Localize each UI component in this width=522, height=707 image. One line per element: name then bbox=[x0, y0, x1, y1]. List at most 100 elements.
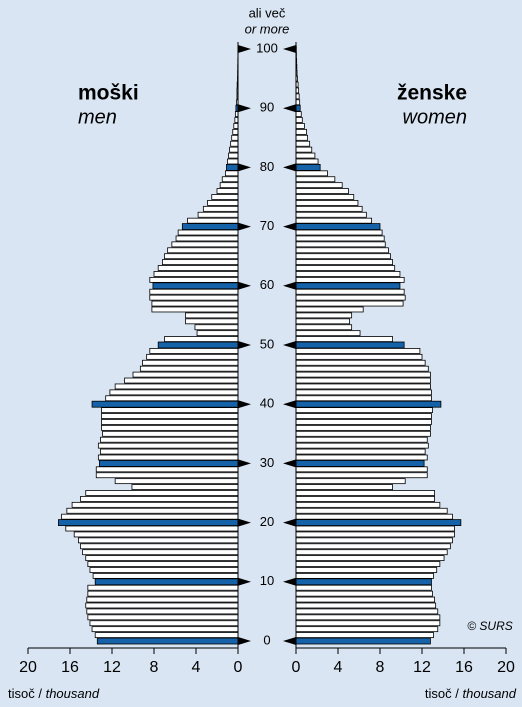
bar bbox=[175, 235, 239, 242]
bar bbox=[139, 365, 239, 372]
bar bbox=[197, 211, 239, 218]
bar bbox=[295, 632, 434, 638]
bar bbox=[295, 459, 425, 467]
bar bbox=[295, 288, 405, 295]
bar bbox=[295, 496, 436, 502]
bar bbox=[295, 407, 433, 414]
bar bbox=[295, 341, 405, 349]
bar bbox=[295, 336, 393, 342]
age-label: 10 bbox=[260, 573, 274, 588]
bar bbox=[87, 614, 239, 621]
bar bbox=[149, 288, 239, 295]
bar bbox=[194, 324, 239, 331]
bar bbox=[295, 525, 455, 532]
x-tick-label: 20 bbox=[19, 659, 37, 676]
x-label-part: thousand bbox=[463, 686, 517, 701]
bar bbox=[295, 241, 386, 248]
bar bbox=[295, 513, 453, 520]
left-title: moški bbox=[78, 82, 139, 105]
bar bbox=[82, 549, 239, 556]
bar bbox=[207, 200, 239, 206]
bar bbox=[100, 436, 239, 443]
bar bbox=[196, 330, 239, 337]
age-tick bbox=[238, 577, 251, 586]
age-label: 40 bbox=[260, 396, 274, 411]
bar bbox=[229, 146, 239, 153]
bar bbox=[80, 496, 239, 502]
bar bbox=[295, 276, 405, 283]
bar bbox=[295, 572, 434, 579]
right-title: women bbox=[403, 106, 467, 128]
bar bbox=[101, 413, 239, 419]
bar bbox=[216, 188, 239, 194]
bar bbox=[85, 555, 239, 562]
top-label: or more bbox=[245, 21, 290, 36]
bar bbox=[89, 567, 239, 573]
left-title: men bbox=[78, 106, 117, 128]
bar bbox=[295, 365, 429, 372]
bar bbox=[295, 377, 431, 384]
age-tick bbox=[283, 163, 296, 172]
bar bbox=[152, 282, 239, 290]
bar bbox=[87, 584, 239, 591]
bar bbox=[295, 549, 448, 556]
bar bbox=[295, 507, 448, 514]
age-label: 50 bbox=[260, 336, 274, 351]
bar bbox=[295, 182, 343, 189]
age-tick bbox=[283, 281, 296, 290]
bar bbox=[89, 620, 239, 627]
bar bbox=[94, 632, 239, 638]
bar bbox=[295, 448, 426, 455]
bar bbox=[295, 330, 361, 337]
bar bbox=[230, 140, 239, 147]
bar bbox=[295, 282, 401, 290]
x-tick-label: 12 bbox=[413, 659, 431, 676]
bar bbox=[146, 353, 239, 360]
bar bbox=[295, 247, 389, 254]
bar bbox=[61, 513, 239, 520]
bar bbox=[295, 353, 423, 360]
bar bbox=[295, 436, 428, 443]
bar bbox=[295, 590, 433, 597]
bar bbox=[295, 472, 428, 479]
bar bbox=[295, 359, 426, 366]
bar bbox=[87, 561, 239, 567]
bar bbox=[295, 229, 383, 236]
bar bbox=[101, 424, 239, 431]
bar bbox=[226, 163, 239, 171]
age-label: 100 bbox=[256, 40, 278, 55]
bar bbox=[131, 484, 239, 490]
bar bbox=[100, 448, 239, 455]
age-tick bbox=[238, 222, 251, 231]
top-label: ali več bbox=[249, 5, 286, 20]
bar bbox=[295, 519, 462, 526]
bar bbox=[295, 104, 301, 112]
bar bbox=[295, 176, 336, 183]
bar bbox=[295, 561, 441, 567]
bar bbox=[91, 400, 239, 408]
x-tick-label: 8 bbox=[150, 659, 159, 676]
bar bbox=[101, 407, 239, 414]
bar bbox=[295, 265, 396, 271]
bar bbox=[227, 158, 239, 165]
bar bbox=[58, 519, 239, 526]
bar bbox=[295, 271, 401, 277]
bar bbox=[295, 223, 381, 231]
bar bbox=[151, 300, 239, 307]
age-tick bbox=[283, 459, 296, 468]
bar bbox=[295, 170, 328, 177]
bar bbox=[149, 348, 239, 354]
bar bbox=[97, 442, 239, 449]
bar bbox=[295, 158, 319, 165]
age-label: 30 bbox=[260, 455, 274, 470]
bar bbox=[295, 608, 439, 615]
age-tick bbox=[283, 45, 296, 53]
bar bbox=[295, 620, 441, 627]
bar bbox=[187, 217, 239, 224]
age-tick bbox=[283, 104, 296, 113]
bar bbox=[114, 383, 239, 390]
x-label-part: tisoč / bbox=[425, 686, 463, 701]
bar bbox=[295, 454, 428, 461]
bar bbox=[295, 537, 453, 544]
